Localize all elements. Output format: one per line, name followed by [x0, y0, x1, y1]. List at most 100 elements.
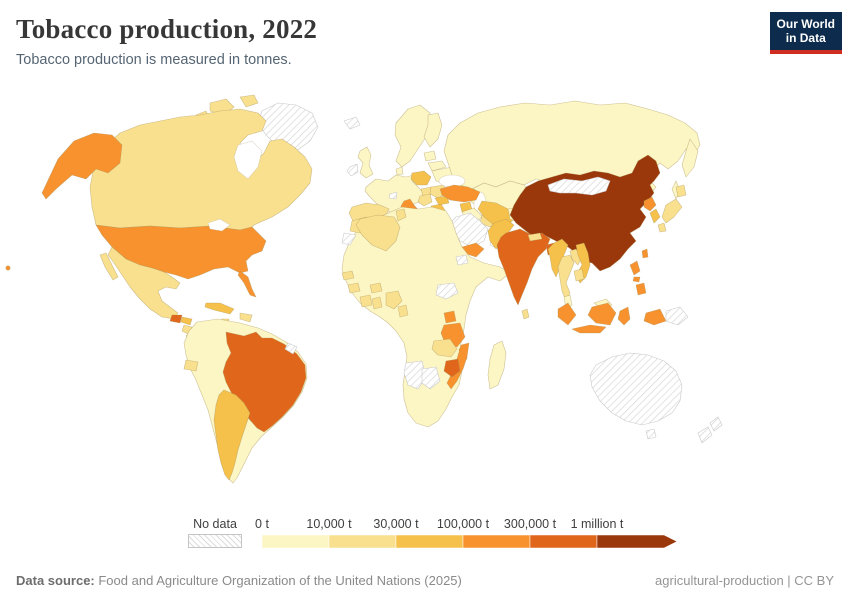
region-ecuador[interactable]	[183, 359, 199, 372]
region-canadian-arctic[interactable]	[239, 94, 259, 108]
legend-segment-1[interactable]	[328, 534, 397, 549]
region-taiwan[interactable]	[641, 248, 649, 259]
region-philippines-visayas[interactable]	[632, 276, 641, 283]
region-finland[interactable]	[423, 112, 443, 148]
no-data-swatch[interactable]	[188, 534, 242, 548]
region-hawaii[interactable]	[5, 265, 11, 271]
region-uganda[interactable]	[443, 310, 457, 324]
region-south-sudan[interactable]	[435, 282, 459, 300]
region-alaska[interactable]	[41, 132, 123, 200]
region-zimbabwe[interactable]	[443, 358, 461, 378]
region-bulgaria[interactable]	[434, 195, 450, 206]
license-note: agricultural-production | CC BY	[655, 573, 834, 588]
region-sumatra[interactable]	[557, 302, 577, 326]
legend-segment-0[interactable]	[261, 534, 330, 549]
region-algeria[interactable]	[355, 214, 401, 252]
region-west-papua[interactable]	[643, 308, 667, 326]
data-source-text: Food and Agriculture Organization of the…	[94, 573, 462, 588]
region-cuba[interactable]	[204, 302, 235, 315]
region-japan-hokkaido[interactable]	[675, 184, 687, 198]
region-iceland[interactable]	[343, 116, 361, 130]
region-balkans[interactable]	[417, 193, 433, 207]
region-eritrea[interactable]	[455, 254, 469, 266]
legend-tick-label: 1 million t	[571, 517, 624, 531]
region-australia[interactable]	[589, 352, 683, 426]
region-namibia[interactable]	[403, 360, 427, 390]
region-argentina[interactable]	[213, 389, 251, 481]
map-legend: No data 0 t 10,000 t 30,000 t 100,000 t 300,…	[188, 517, 692, 550]
legend-segment-5[interactable]	[596, 534, 678, 549]
region-thailand[interactable]	[557, 254, 575, 302]
region-tasmania[interactable]	[645, 428, 657, 440]
legend-tick-label: 300,000 t	[504, 517, 557, 531]
region-papua-new-guinea[interactable]	[665, 306, 689, 326]
region-turkey[interactable]	[439, 184, 481, 203]
region-greenland[interactable]	[257, 102, 319, 152]
region-new-zealand-south[interactable]	[697, 426, 713, 444]
region-western-sahara[interactable]	[341, 232, 357, 246]
region-poland[interactable]	[410, 170, 432, 186]
legend-tick-label: 0 t	[255, 517, 269, 531]
region-ivory-coast[interactable]	[359, 294, 373, 308]
owid-logo[interactable]: Our World in Data	[769, 12, 842, 54]
region-japan-kyushu[interactable]	[657, 222, 667, 233]
region-nigeria[interactable]	[385, 290, 403, 310]
region-mexico[interactable]	[107, 246, 181, 320]
region-north-korea[interactable]	[643, 196, 657, 212]
legend-bar[interactable]: 0 t 10,000 t 30,000 t 100,000 t 300,000 t 1 m…	[252, 517, 692, 550]
legend-no-data[interactable]: No data	[188, 517, 242, 548]
great-lakes	[207, 218, 231, 232]
legend-tick-label: 30,000 t	[373, 517, 419, 531]
logo-line1: Our World	[776, 17, 835, 31]
region-nepal[interactable]	[527, 232, 543, 242]
region-botswana[interactable]	[421, 366, 441, 390]
region-baja-california[interactable]	[99, 252, 119, 281]
region-belarus[interactable]	[427, 160, 447, 172]
legend-segment-2[interactable]	[395, 534, 464, 549]
page-title: Tobacco production, 2022	[16, 14, 318, 44]
region-zambia[interactable]	[431, 338, 458, 358]
region-kalimantan[interactable]	[587, 302, 617, 326]
world-map	[0, 75, 850, 515]
no-data-label: No data	[193, 517, 237, 531]
region-senegal[interactable]	[341, 270, 355, 281]
region-scandinavia[interactable]	[394, 104, 433, 168]
region-philippines-mindanao[interactable]	[635, 282, 647, 296]
data-source-label: Data source:	[16, 573, 95, 588]
region-cameroon[interactable]	[397, 304, 409, 318]
region-florida[interactable]	[237, 270, 257, 298]
region-japan-honshu[interactable]	[661, 198, 683, 224]
region-baltics[interactable]	[423, 150, 437, 162]
legend-segment-4[interactable]	[529, 534, 598, 549]
region-united-kingdom[interactable]	[357, 146, 374, 179]
region-myanmar[interactable]	[547, 238, 569, 278]
region-kamchatka[interactable]	[681, 138, 699, 178]
black-sea	[438, 174, 466, 188]
data-source: Data source: Food and Agriculture Organi…	[16, 573, 462, 588]
region-burkina-faso[interactable]	[369, 282, 383, 294]
region-guinea[interactable]	[347, 282, 361, 294]
chart-subtitle: Tobacco production is measured in tonnes…	[16, 52, 292, 68]
region-honduras[interactable]	[180, 316, 193, 326]
region-india[interactable]	[496, 228, 551, 306]
region-sulawesi[interactable]	[617, 306, 631, 326]
region-tunisia[interactable]	[395, 208, 407, 222]
region-china[interactable]	[509, 154, 661, 272]
region-philippines-luzon[interactable]	[629, 260, 641, 276]
region-cambodia[interactable]	[573, 268, 585, 282]
region-denmark[interactable]	[395, 166, 404, 176]
region-java[interactable]	[571, 324, 607, 334]
region-hispaniola[interactable]	[239, 312, 253, 323]
region-south-korea[interactable]	[649, 208, 661, 224]
region-switzerland[interactable]	[388, 191, 398, 200]
hudson-bay	[233, 140, 263, 180]
region-sri-lanka[interactable]	[521, 308, 530, 320]
region-ireland[interactable]	[346, 163, 359, 177]
region-madagascar[interactable]	[487, 340, 507, 390]
region-guatemala[interactable]	[169, 314, 183, 324]
legend-segment-3[interactable]	[462, 534, 531, 549]
region-french-guiana[interactable]	[284, 342, 298, 355]
region-ghana[interactable]	[371, 296, 383, 310]
region-new-zealand-north[interactable]	[709, 416, 723, 432]
region-mongolia[interactable]	[547, 176, 611, 196]
